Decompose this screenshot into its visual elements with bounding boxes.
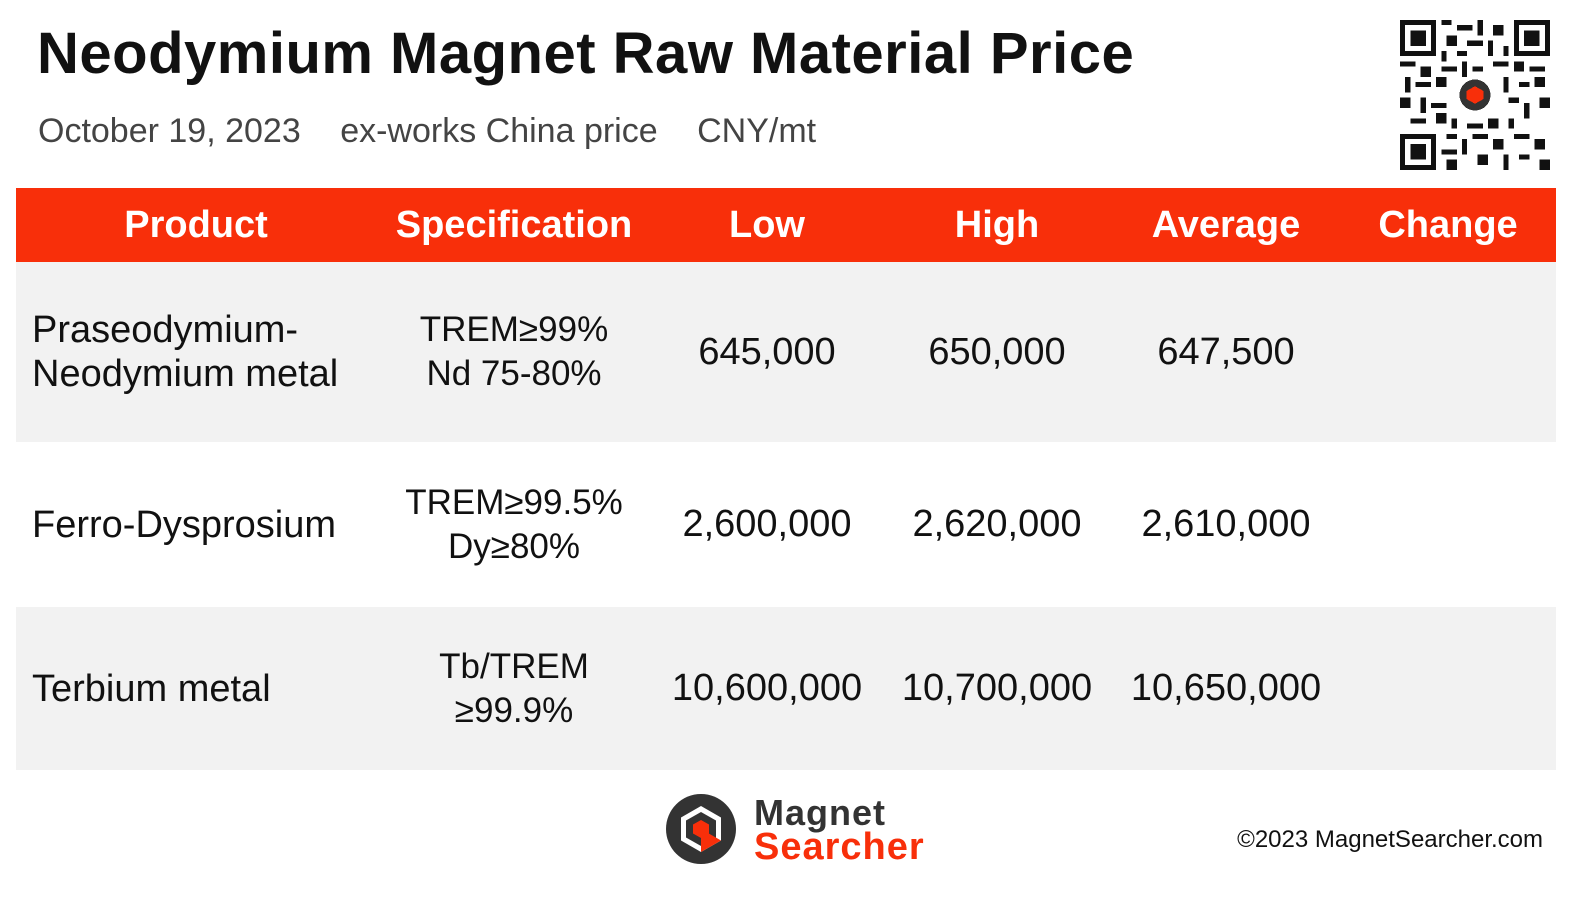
specification: Tb/TREM ≥99.9% (439, 646, 589, 730)
subtitle: October 19, 2023 ex-works China price CN… (38, 112, 846, 151)
specification: TREM≥99.5% Dy≥80% (405, 482, 623, 566)
col-product: Product (124, 203, 268, 246)
logo-text-magnet: Magnet (754, 792, 886, 833)
low-price: 10,600,000 (671, 667, 863, 709)
price-unit: CNY/mt (697, 112, 817, 150)
table-header: Product Specification Low High Average C… (16, 188, 1556, 262)
price-date: October 19, 2023 (38, 112, 301, 150)
product-name: Terbium metal (32, 667, 271, 710)
col-change: Change (1378, 203, 1518, 246)
logo-mark-icon (666, 794, 736, 864)
specification: TREM≥99% Nd 75-80% (419, 310, 609, 393)
col-specification: Specification (395, 203, 633, 246)
high-price: 650,000 (928, 330, 1066, 373)
page-title: Neodymium Magnet Raw Material Price (37, 21, 1135, 86)
table-row: Praseodymium- Neodymium metal TREM≥99% N… (16, 262, 1556, 442)
table-row: Terbium metal Tb/TREM ≥99.9% 10,600,000 … (16, 607, 1556, 770)
col-low: Low (729, 203, 805, 246)
average-price: 647,500 (1157, 330, 1295, 373)
col-high: High (954, 203, 1040, 246)
col-average: Average (1151, 203, 1301, 246)
magnet-searcher-logo[interactable]: Magnet Searcher (664, 790, 954, 870)
price-basis: ex-works China price (340, 112, 658, 150)
average-price: 10,650,000 (1130, 667, 1322, 709)
copyright-text: ©2023 MagnetSearcher.com (1237, 826, 1543, 853)
high-price: 2,620,000 (912, 503, 1082, 545)
high-price: 10,700,000 (901, 667, 1093, 709)
logo-text-searcher: Searcher (754, 826, 925, 868)
product-name: Ferro-Dysprosium (32, 503, 337, 546)
table-row: Ferro-Dysprosium TREM≥99.5% Dy≥80% 2,600… (16, 442, 1556, 607)
price-table: Product Specification Low High Average C… (16, 188, 1556, 770)
low-price: 645,000 (698, 330, 836, 373)
qr-code-icon[interactable] (1400, 20, 1550, 170)
average-price: 2,610,000 (1141, 503, 1311, 545)
low-price: 2,600,000 (682, 503, 852, 545)
product-name: Praseodymium- Neodymium metal (32, 309, 339, 395)
